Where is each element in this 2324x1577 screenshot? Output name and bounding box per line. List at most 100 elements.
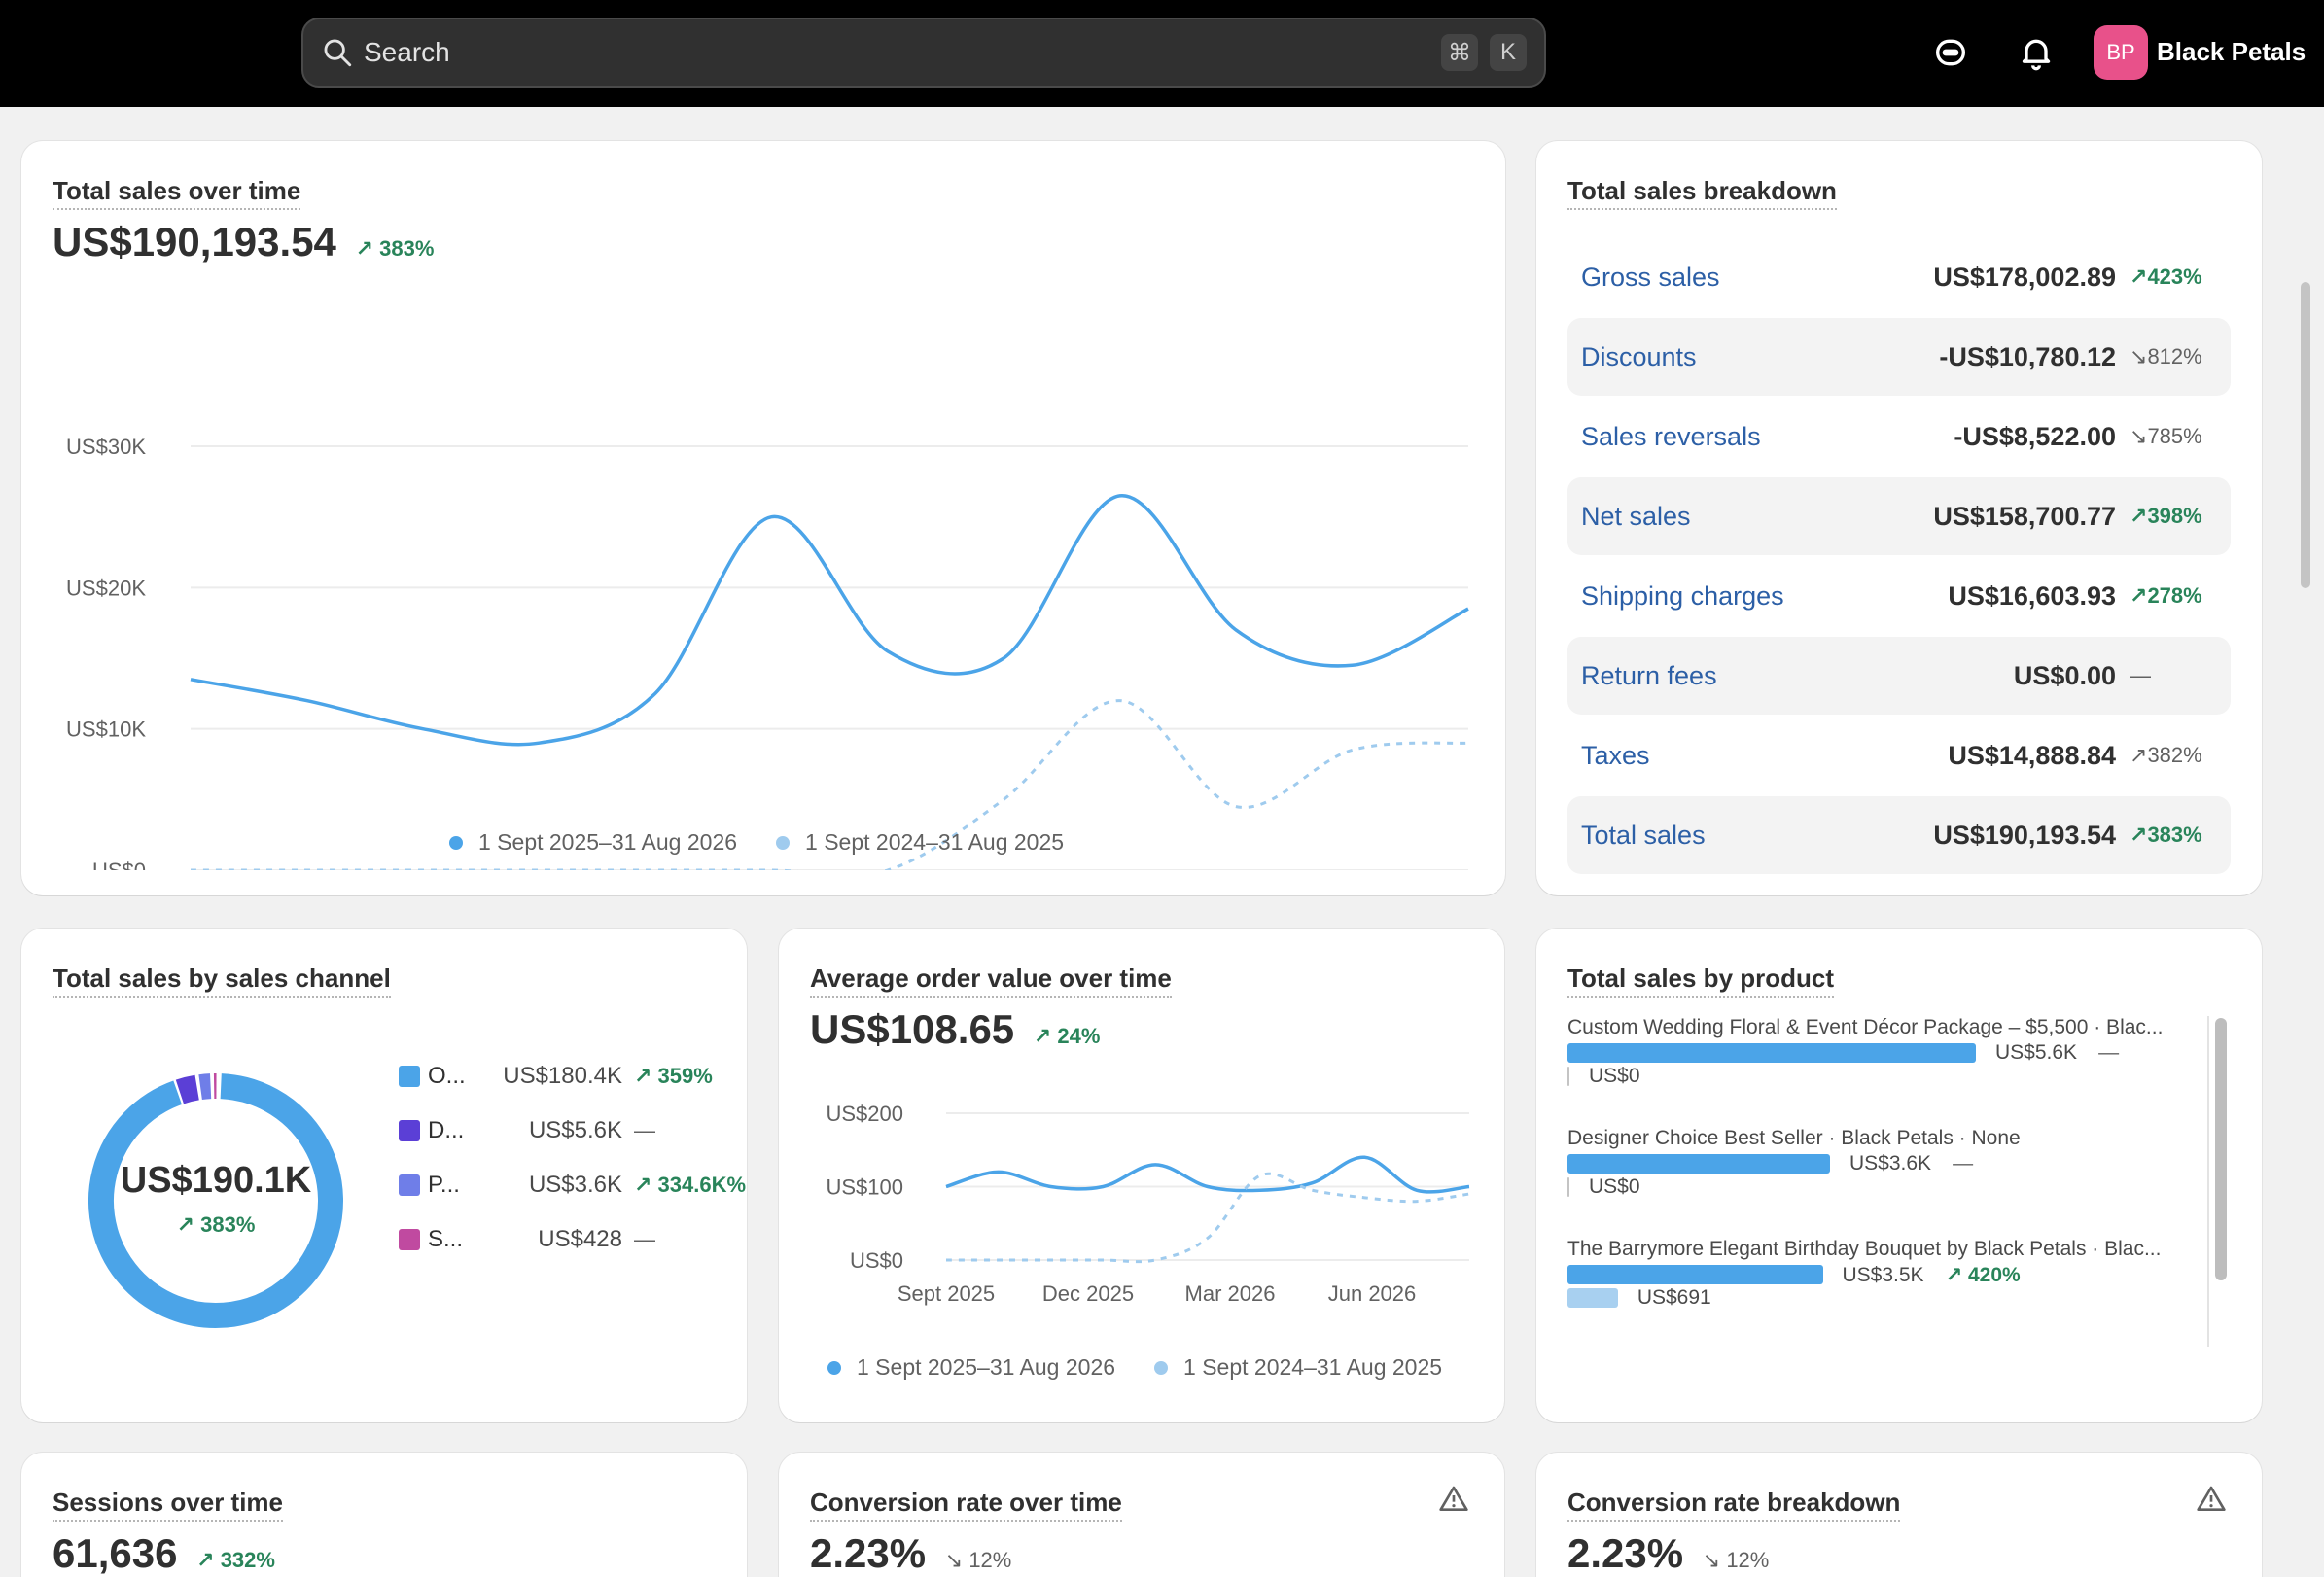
breakdown-row-delta-text: 278% <box>2147 583 2202 608</box>
breakdown-row: Sales reversals -US$8,522.00 ↘ 785% <box>1567 398 2231 475</box>
channel-slice-p[interactable] <box>198 1073 212 1100</box>
product-value: US$3.5K ↗ 420% <box>1843 1263 2021 1287</box>
sales-total-delta: ↗ 383% <box>355 236 435 261</box>
sales-breakdown-card: Total sales breakdown Gross sales US$178,… <box>1536 141 2262 895</box>
breakdown-row-delta-text: 382% <box>2147 743 2202 767</box>
store-name[interactable]: Black Petals <box>2157 37 2306 66</box>
product-bar-previous[interactable] <box>1567 1288 1618 1308</box>
breakdown-row-delta: ↗ 398% <box>2130 504 2202 528</box>
breakdown-row-label[interactable]: Discounts <box>1581 341 1697 371</box>
channel-delta: — <box>634 1118 655 1143</box>
search-icon <box>324 39 352 67</box>
breakdown-row-label[interactable]: Sales reversals <box>1581 421 1761 451</box>
aov-series-line-current[interactable] <box>945 1155 1470 1194</box>
conversion-breakdown-delta: ↘ 12% <box>1702 1548 1770 1572</box>
breakdown-row-label[interactable]: Net sales <box>1581 501 1691 531</box>
product-bar-current[interactable] <box>1567 1265 1823 1284</box>
channel-slice-d[interactable] <box>175 1074 200 1104</box>
page-scrollbar[interactable] <box>2301 282 2310 588</box>
conversion-delta-text: 12% <box>968 1548 1012 1572</box>
aov-series-line-previous[interactable] <box>946 1172 1470 1264</box>
breakdown-row-label[interactable]: Taxes <box>1581 740 1650 770</box>
conversion-delta: ↘ 12% <box>944 1548 1012 1572</box>
product-previous-value: US$0 <box>1589 1175 1640 1198</box>
aov-legend-previous-label[interactable]: 1 Sept 2024–31 Aug 2025 <box>1183 1354 1443 1380</box>
product-delta: ↗ 420% <box>1945 1264 2021 1286</box>
sales-y-tick: US$0 <box>92 859 146 870</box>
notifications-bell-icon[interactable] <box>2017 33 2056 72</box>
channel-legend-row[interactable]: P... US$3.6K ↗ 334.6K% <box>399 1168 746 1203</box>
product-title[interactable]: Total sales by product <box>1567 964 1835 998</box>
product-value-text: US$3.6K <box>1849 1152 1932 1174</box>
sidekick-icon[interactable] <box>1931 33 1970 72</box>
breakdown-row-delta-text: 398% <box>2147 504 2202 528</box>
breakdown-row-label[interactable]: Shipping charges <box>1581 580 1784 611</box>
sales-over-time-title[interactable]: Total sales over time <box>53 176 301 210</box>
channel-name: S... <box>428 1226 464 1252</box>
header-shadow <box>0 107 2324 115</box>
conversion-breakdown-title[interactable]: Conversion rate breakdown <box>1567 1488 1901 1522</box>
channel-swatch <box>399 1066 420 1087</box>
breakdown-row-delta-text: 423% <box>2147 264 2202 289</box>
product-bar-current[interactable] <box>1567 1043 1976 1063</box>
channel-swatch <box>399 1120 420 1141</box>
channel-value: US$428 <box>538 1226 622 1252</box>
conversion-breakdown-delta-text: 12% <box>1726 1548 1770 1572</box>
product-list[interactable]: Custom Wedding Floral & Event Décor Pack… <box>1536 1016 2217 1347</box>
sales-y-tick: US$30K <box>66 435 146 459</box>
aov-y-tick: US$100 <box>826 1175 903 1200</box>
aov-legend-current-label[interactable]: 1 Sept 2025–31 Aug 2026 <box>857 1354 1116 1380</box>
aov-x-tick: Jun 2026 <box>1328 1281 1417 1306</box>
warning-icon[interactable] <box>1438 1484 1469 1515</box>
aov-legend: 1 Sept 2025–31 Aug 2026 1 Sept 2024–31 A… <box>827 1354 1442 1381</box>
legend-previous-label[interactable]: 1 Sept 2024–31 Aug 2025 <box>805 829 1065 855</box>
breakdown-row-value: US$178,002.89 <box>1933 262 2116 292</box>
top-bar: Search ⌘ K BP Black Petals <box>0 0 2324 107</box>
product-scroll-track <box>2207 1016 2209 1347</box>
donut-center-value: US$190.1K <box>120 1160 312 1201</box>
aov-title[interactable]: Average order value over time <box>810 964 1172 998</box>
product-name[interactable]: Designer Choice Best Seller · Black Peta… <box>1567 1127 2021 1149</box>
breakdown-row-delta: ↗ 383% <box>2130 823 2202 847</box>
product-value-text: US$3.5K <box>1842 1264 1924 1286</box>
aov-delta-text: 24% <box>1057 1024 1101 1048</box>
aov-value: US$108.65 <box>810 1006 1015 1052</box>
conversion-value: 2.23% <box>810 1530 927 1576</box>
channel-value: US$5.6K <box>528 1117 622 1143</box>
breakdown-row-label[interactable]: Total sales <box>1581 820 1706 850</box>
sessions-title[interactable]: Sessions over time <box>53 1488 283 1522</box>
breakdown-row-label[interactable]: Return fees <box>1581 660 1717 690</box>
warning-icon[interactable] <box>2196 1484 2227 1515</box>
breakdown-row-label[interactable]: Gross sales <box>1581 262 1720 292</box>
avatar[interactable]: BP <box>2094 25 2148 80</box>
channel-legend-row[interactable]: S... US$428 — <box>399 1222 655 1257</box>
conversion-title[interactable]: Conversion rate over time <box>810 1488 1122 1522</box>
breakdown-row-value: US$190,193.54 <box>1933 820 2116 850</box>
conversion-value-row: 2.23% ↘ 12% <box>810 1530 1011 1577</box>
product-name[interactable]: The Barrymore Elegant Birthday Bouquet b… <box>1567 1238 2162 1260</box>
product-value-text: US$5.6K <box>1995 1041 2078 1064</box>
search-bar[interactable]: Search ⌘ K <box>301 18 1546 88</box>
breakdown-row-delta: ↘ 812% <box>2130 344 2202 368</box>
sales-over-time-value: US$190,193.54 ↗ 383% <box>53 219 434 265</box>
product-bar-previous[interactable] <box>1567 1177 1569 1197</box>
product-scrollbar[interactable] <box>2215 1018 2227 1280</box>
product-delta-text: — <box>1953 1152 1974 1174</box>
channel-legend-row[interactable]: O... US$180.4K ↗ 359% <box>399 1059 713 1094</box>
aov-y-tick: US$0 <box>850 1248 903 1273</box>
breakdown-row-delta: ↘ 785% <box>2130 424 2202 448</box>
product-name[interactable]: Custom Wedding Floral & Event Décor Pack… <box>1567 1016 2164 1038</box>
channel-slice-online[interactable] <box>88 1073 343 1328</box>
aov-x-tick: Mar 2026 <box>1185 1281 1276 1306</box>
sales-series-line-current[interactable] <box>190 494 1469 747</box>
breakdown-title[interactable]: Total sales breakdown <box>1567 176 1837 210</box>
product-bar-previous[interactable] <box>1567 1067 1569 1086</box>
channel-title[interactable]: Total sales by sales channel <box>53 964 391 998</box>
sales-total-delta-text: 383% <box>379 236 435 261</box>
product-delta-text: — <box>2098 1041 2120 1064</box>
channel-legend-row[interactable]: D... US$5.6K — <box>399 1113 655 1148</box>
product-bar-current[interactable] <box>1567 1154 1830 1174</box>
legend-current-label[interactable]: 1 Sept 2025–31 Aug 2026 <box>478 829 738 855</box>
donut-center-delta-text: 383% <box>200 1212 256 1237</box>
conversion-breakdown-card: Conversion rate breakdown 2.23% ↘ 12% <box>1536 1453 2262 1577</box>
